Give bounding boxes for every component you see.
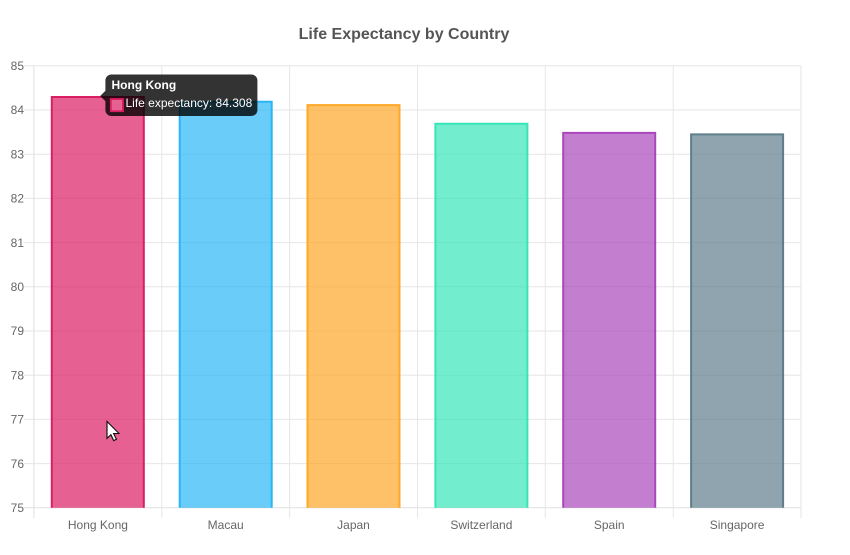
svg-text:Life expectancy: 84.308: Life expectancy: 84.308 xyxy=(126,96,253,110)
svg-text:84: 84 xyxy=(11,103,25,117)
svg-text:Japan: Japan xyxy=(337,518,370,532)
svg-text:Hong Kong: Hong Kong xyxy=(112,78,177,92)
svg-text:79: 79 xyxy=(11,324,25,338)
svg-text:Singapore: Singapore xyxy=(710,518,765,532)
svg-text:76: 76 xyxy=(11,457,25,471)
svg-text:Switzerland: Switzerland xyxy=(450,518,512,532)
svg-text:77: 77 xyxy=(11,413,25,427)
svg-text:85: 85 xyxy=(11,59,25,73)
svg-text:80: 80 xyxy=(11,280,25,294)
svg-text:83: 83 xyxy=(11,147,25,161)
svg-text:75: 75 xyxy=(11,501,25,515)
svg-text:Hong Kong: Hong Kong xyxy=(68,518,128,532)
svg-text:Macau: Macau xyxy=(208,518,244,532)
svg-text:Life Expectancy by Country: Life Expectancy by Country xyxy=(299,26,510,43)
svg-text:81: 81 xyxy=(11,236,25,250)
svg-text:Spain: Spain xyxy=(594,518,625,532)
svg-text:82: 82 xyxy=(11,192,25,206)
svg-text:78: 78 xyxy=(11,368,25,382)
